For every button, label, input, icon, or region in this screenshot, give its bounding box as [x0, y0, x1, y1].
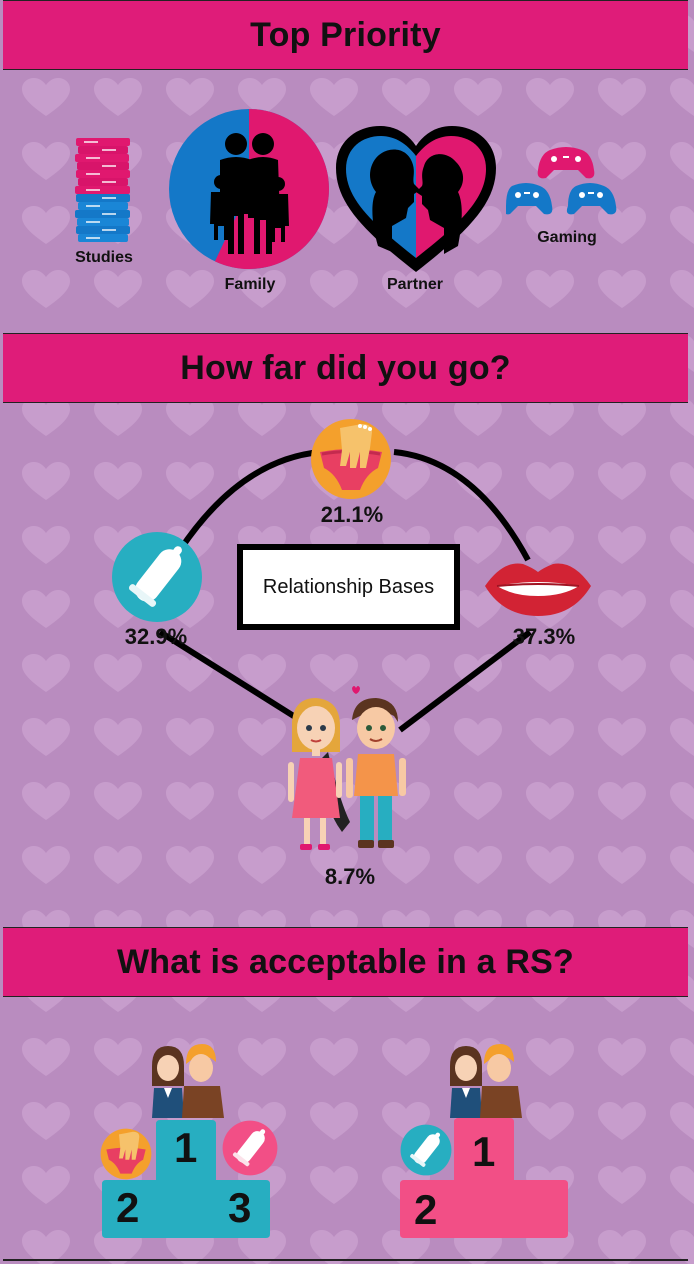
podium-pink	[400, 1118, 568, 1238]
books-stack-icon	[75, 138, 130, 242]
condom-icon	[112, 532, 202, 622]
label-family: Family	[224, 276, 276, 293]
section-title: What is acceptable in a RS?	[117, 942, 574, 981]
podium-teal-rank-2: 2	[116, 1184, 140, 1231]
relationship-bases-label: Relationship Bases	[262, 575, 435, 598]
podium-pink-rank-2: 2	[414, 1186, 438, 1233]
hand-underwear-icon	[311, 419, 391, 499]
base-value-bottom: 8.7%	[324, 864, 376, 889]
podium-teal	[102, 1120, 270, 1238]
hand-underwear-icon	[100, 1128, 152, 1180]
section-header-acceptable: What is acceptable in a RS?	[3, 927, 688, 997]
podium-teal-rank-3: 3	[228, 1184, 252, 1231]
bases-diamond-lines	[158, 449, 532, 733]
base-value-left: 32.9%	[124, 624, 188, 649]
section-header-top-priority: Top Priority	[3, 0, 688, 70]
family-pie-icon	[169, 109, 329, 269]
label-partner: Partner	[386, 276, 444, 293]
couple-heart-icon	[336, 126, 496, 272]
podium-teal-rank-1: 1	[174, 1124, 198, 1171]
section-header-how-far: How far did you go?	[3, 333, 688, 403]
podium-pink-rank-1: 1	[472, 1128, 496, 1175]
label-studies: Studies	[75, 249, 133, 266]
game-controllers-icon	[506, 147, 617, 215]
base-value-top: 21.1%	[320, 502, 384, 527]
bottom-divider	[3, 1259, 688, 1261]
couple-icon	[450, 1044, 522, 1118]
section-title: How far did you go?	[180, 348, 511, 387]
couple-icon	[152, 1044, 224, 1118]
label-gaming: Gaming	[537, 229, 597, 246]
couple-holding-hands-icon	[288, 686, 406, 850]
lips-icon	[485, 563, 591, 616]
section-title: Top Priority	[250, 15, 441, 54]
relationship-bases-box: Relationship Bases	[237, 544, 460, 630]
condom-icon	[400, 1124, 452, 1176]
condom-icon	[222, 1120, 278, 1176]
base-value-right: 37.3%	[512, 624, 576, 649]
